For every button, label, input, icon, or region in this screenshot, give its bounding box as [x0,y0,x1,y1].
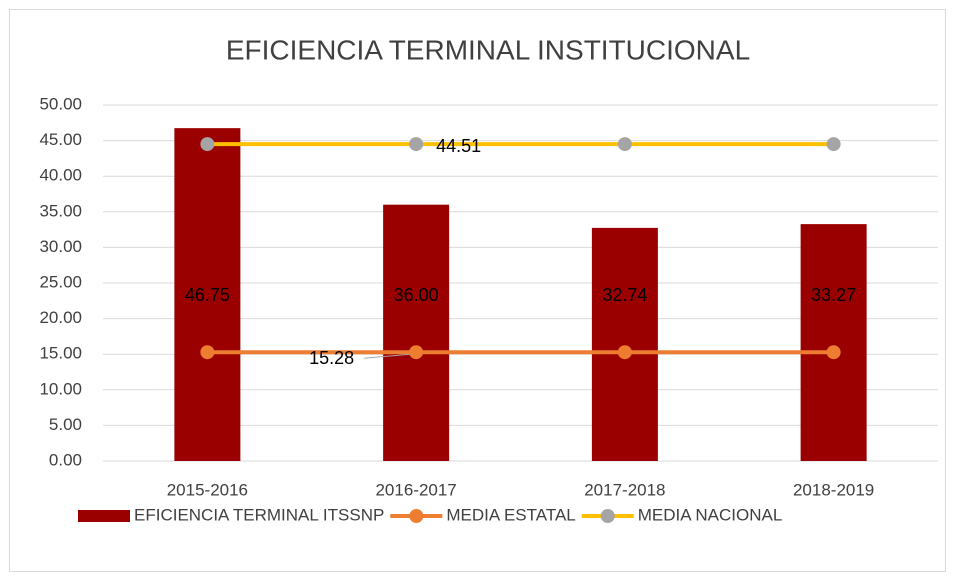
y-tick-label: 10.00 [39,379,82,398]
y-tick-label: 40.00 [39,166,82,185]
y-tick-label: 35.00 [39,201,82,220]
bar [800,224,867,461]
chart-frame [9,9,946,572]
data-label: 46.75 [185,285,230,305]
marker [200,137,215,152]
y-tick-label: 50.00 [39,94,82,113]
y-tick-label: 20.00 [39,308,82,327]
y-tick-label: 25.00 [39,272,82,291]
y-tick-label: 45.00 [39,130,82,149]
legend-label: EFICIENCIA TERMINAL ITSSNP [134,505,384,524]
y-tick-label: 30.00 [39,237,82,256]
legend-label: MEDIA NACIONAL [638,505,783,524]
marker [826,345,841,360]
legend-label: MEDIA ESTATAL [446,505,575,524]
data-label: 32.74 [602,285,647,305]
data-label: 33.27 [811,285,856,305]
leader-line [364,353,411,359]
legend-swatch [78,510,130,522]
x-tick-label: 2016-2017 [375,480,456,499]
x-tick-label: 2018-2019 [793,480,874,499]
bar [591,227,658,461]
marker [409,345,424,360]
bar [174,128,241,461]
chart-title: EFICIENCIA TERMINAL INSTITUCIONAL [226,34,750,65]
x-tick-label: 2017-2018 [584,480,665,499]
marker [826,137,841,152]
x-tick-label: 2015-2016 [167,480,248,499]
data-label: 15.28 [309,348,354,368]
marker [200,345,215,360]
y-tick-label: 0.00 [49,450,82,469]
y-tick-label: 15.00 [39,344,82,363]
y-tick-label: 5.00 [49,415,82,434]
data-label: 36.00 [394,285,439,305]
legend-swatch [409,509,424,523]
marker [617,137,632,152]
marker [409,137,424,152]
marker [617,345,632,360]
legend-swatch [600,509,615,523]
data-label: 44.51 [436,136,481,156]
bar [383,204,450,461]
